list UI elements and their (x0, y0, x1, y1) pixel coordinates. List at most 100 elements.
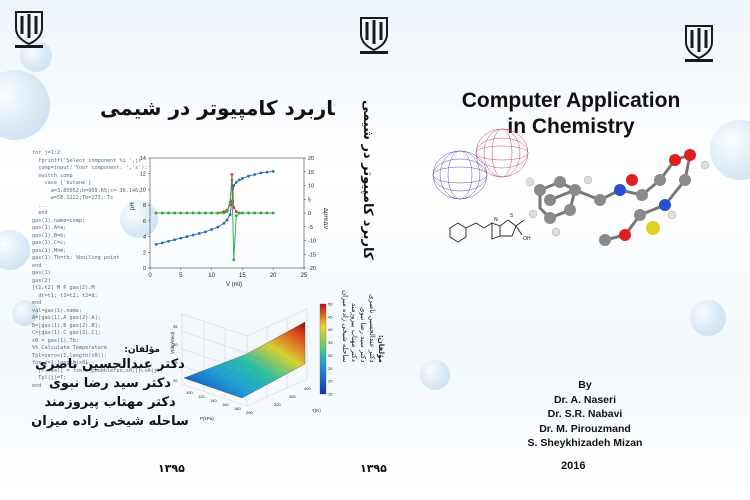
data-point (154, 243, 158, 246)
data-point (154, 211, 158, 215)
y2-tick-label: 15 (308, 170, 314, 176)
data-point (241, 211, 244, 215)
spine-authors-heading: مؤلفان: (377, 334, 385, 363)
spine-author-4: ساحله شیخی زاده میزان (341, 290, 349, 363)
code-line: gas(1).A=a; (32, 225, 67, 231)
data-point (191, 233, 195, 237)
orbital-mesh-blue (432, 150, 488, 200)
data-point (222, 211, 226, 215)
code-line: end (32, 262, 42, 269)
y-tick-label: 10 (140, 187, 146, 193)
back-authors: مؤلفان: دکتر عبدالحسین ناصری دکتر سید رض… (20, 345, 200, 431)
molecule-bubble (690, 300, 726, 336)
colorbar (319, 303, 327, 395)
colorbar-ticks: 15 20 25 30 35 40 45 50 (328, 302, 333, 397)
surface-x-tick: 180 (234, 406, 241, 411)
spine-year: ۱۳۹۵ (360, 462, 387, 475)
code-line: switch comp (32, 172, 73, 179)
code-line: [t1,t2] M P gas(2).M (32, 285, 95, 291)
series-line (156, 174, 274, 214)
x-tick-label: 15 (239, 273, 246, 279)
svg-text:S: S (510, 213, 513, 219)
code-line: end (32, 382, 42, 389)
data-point (216, 211, 220, 215)
surface-mesh (183, 321, 306, 399)
data-point (253, 173, 257, 176)
front-cover (410, 0, 750, 500)
code-line: case {'butane'} (32, 180, 92, 186)
data-point (216, 225, 220, 229)
back-title: کاربرد کامپیوتر در شیمی (100, 96, 335, 120)
x-tick-label: 5 (179, 273, 183, 279)
by-label: By (578, 379, 592, 391)
y2-tick-label: -15 (308, 252, 316, 258)
y2-axis-label: ΔpH/ΔV (322, 208, 328, 229)
y2-tick-label: 20 (308, 156, 314, 162)
titration-marks (154, 169, 275, 262)
x-tick-label: 25 (301, 273, 308, 279)
x-tick-label: 20 (270, 273, 277, 279)
surface-y-tick: 300 (274, 402, 281, 407)
surface-plot: V(dm³/mol) P(kPa) T(K) 100 120 140 160 180 20… (170, 302, 333, 422)
surface-x-tick: 120 (198, 394, 205, 399)
code-line: %% Calculate Temperature (32, 345, 107, 351)
series-line (156, 170, 274, 245)
y-tick-label: 6 (143, 219, 146, 225)
matlab-code-listing: for j=1:2 fprintf('Select component %i '… (32, 150, 162, 390)
surface-z-tick: 20 (173, 378, 178, 383)
data-point (237, 211, 241, 215)
code-line: for j=1:length(x0) (32, 360, 89, 366)
y2-tick-label: -20 (308, 266, 316, 272)
molecule-bubble (420, 360, 450, 390)
penicillin-structure: N S OH (449, 213, 531, 243)
series-line (156, 179, 274, 260)
spine-author-1: دکتر عبدالحسین ناصری (368, 293, 376, 363)
code-line: gas(2) (32, 277, 51, 284)
titration-chart: 0 5 10 15 20 25 0 2 4 6 8 10 12 14 -20 -15 -10 -5 0 5 10 15 20… (130, 156, 328, 288)
code-line: dt=t1; t1=t2; t2=d; (32, 292, 98, 299)
molecule-bubble (12, 300, 38, 326)
y2-tick-label: -5 (308, 225, 313, 231)
author-1: دکتر عبدالحسین ناصری (35, 357, 185, 372)
molecule-bubble (0, 230, 30, 270)
spine-author-3: دکتر مهتاب پیروزمند (350, 303, 358, 363)
surface-x-tick: 100 (186, 390, 193, 395)
surface-x-tick: 200 (246, 410, 253, 415)
code-line: ... (32, 202, 48, 209)
surface-z-label: V(dm³/mol) (170, 331, 175, 354)
surface-y-tick: 350 (289, 394, 296, 399)
code-line: x0 = gas(1).Tb; (32, 337, 79, 344)
surface-x-tick: 140 (210, 398, 217, 403)
code-line: for j=1:2 (32, 150, 61, 156)
y2-tick-label: 5 (308, 197, 311, 203)
data-point (167, 239, 170, 243)
front-author-2: Dr. S.R. Nabavi (547, 408, 623, 420)
data-point (225, 218, 229, 222)
data-point (191, 211, 195, 215)
code-line: fprintf('Select component %i ',j) (32, 157, 142, 164)
x-axis-label: V (ml) (226, 282, 242, 288)
data-point (185, 211, 189, 215)
code-line: A=[gas(1).A gas(2).A]; (32, 315, 101, 321)
y2-tick-label: 10 (308, 184, 314, 190)
y2-tick-label: -10 (308, 239, 316, 245)
code-line: val=gas(1).name; (32, 307, 82, 314)
data-point (225, 210, 229, 214)
surface-y-tick: 400 (304, 386, 311, 391)
data-point (232, 258, 236, 262)
data-point (173, 238, 177, 242)
spine-author-2: دکتر سید رضا نبوی (359, 306, 367, 363)
authors-heading: مؤلفان: (124, 345, 160, 355)
data-point (228, 200, 232, 204)
data-point (197, 211, 201, 215)
surface-ticks: 100 120 140 160 180 200 300 350 400 20 25 30 35 (173, 324, 311, 415)
code-line: comp=input('Your component: ','s'); (32, 165, 148, 171)
surface-z-tick: 35 (173, 324, 178, 329)
front-author-4: S. Sheykhizadeh Mizan (527, 437, 643, 449)
data-point (160, 211, 164, 215)
front-author-3: Dr. M. Pirouzmand (539, 422, 631, 435)
code-line: B=[gas(1).B gas(2).B]; (32, 322, 101, 329)
code-line: gas(1).Tb=tb; %boiling point (32, 255, 120, 261)
code-line: Tpl=zeros(1,length(x0)); (32, 352, 107, 359)
front-year: 2016 (561, 460, 586, 472)
